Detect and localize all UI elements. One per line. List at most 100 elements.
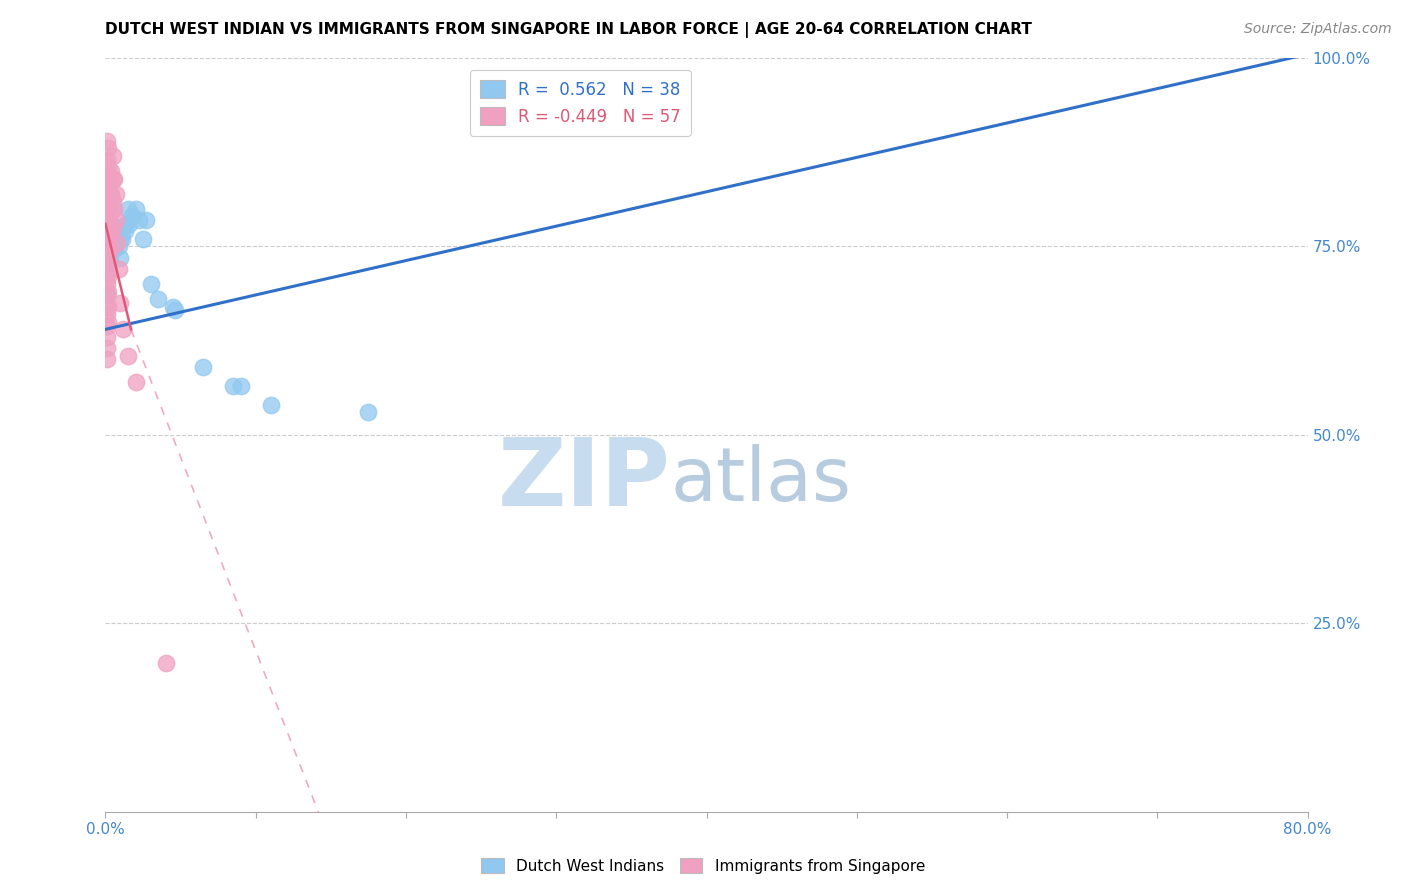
Point [107,235,129,250]
Point [100,228,122,243]
Point [110,232,132,246]
Point [96,232,118,246]
Point [97,262,120,277]
Point [222,379,245,393]
Point [96,277,118,292]
Point [96,296,118,310]
Point [97,239,120,253]
Point [117,202,139,216]
Point [96,134,118,148]
Point [97,254,120,268]
Point [96,194,118,209]
Point [96,330,118,344]
Point [163,303,186,318]
Point [98,171,121,186]
Point [128,213,150,227]
Point [97,300,120,314]
Point [98,243,121,257]
Point [108,239,131,253]
Point [98,224,121,238]
Point [96,249,118,263]
Point [96,258,118,272]
Point [101,194,124,209]
Point [107,228,129,243]
Point [114,224,136,238]
Point [108,262,131,277]
Point [97,269,120,284]
Point [121,209,143,223]
Point [132,232,155,246]
Point [97,179,120,194]
Point [162,300,184,314]
Point [117,349,139,363]
Text: DUTCH WEST INDIAN VS IMMIGRANTS FROM SINGAPORE IN LABOR FORCE | AGE 20-64 CORREL: DUTCH WEST INDIAN VS IMMIGRANTS FROM SIN… [105,22,1032,38]
Point [103,224,125,238]
Point [104,232,127,246]
Point [229,379,252,393]
Text: Source: ZipAtlas.com: Source: ZipAtlas.com [1244,22,1392,37]
Point [96,286,118,301]
Point [101,232,124,246]
Point [96,241,118,255]
Point [98,235,121,250]
Point [104,220,127,235]
Point [135,213,157,227]
Point [100,217,122,231]
Point [112,220,135,235]
Point [101,243,124,257]
Point [96,288,118,302]
Point [98,205,121,219]
Text: ZIP: ZIP [498,434,671,526]
Point [103,202,125,216]
Point [96,268,118,282]
Point [96,318,118,333]
Point [97,224,120,238]
Point [100,205,122,219]
Point [110,296,132,310]
Point [96,352,118,367]
Point [101,220,124,235]
Point [139,277,162,292]
Point [100,186,122,201]
Point [96,307,118,321]
Point [96,153,118,167]
Point [96,341,118,355]
Point [357,405,380,419]
Point [98,186,121,201]
Point [104,213,127,227]
Point [100,232,122,246]
Legend: Dutch West Indians, Immigrants from Singapore: Dutch West Indians, Immigrants from Sing… [475,852,931,880]
Legend: R =  0.562   N = 38, R = -0.449   N = 57: R = 0.562 N = 38, R = -0.449 N = 57 [470,70,690,136]
Point [103,235,125,250]
Point [115,217,138,231]
Text: atlas: atlas [671,443,852,516]
Point [96,168,118,182]
Point [100,164,122,178]
Point [97,209,120,223]
Point [97,194,120,209]
Point [104,186,127,201]
Point [98,254,121,268]
Point [97,161,120,175]
Point [112,322,135,336]
Point [111,232,134,246]
Point [97,141,120,155]
Point [118,217,141,231]
Point [124,375,146,389]
Point [97,285,120,299]
Point [96,217,118,231]
Point [101,171,124,186]
Point [101,149,124,163]
Point [260,398,283,412]
Point [191,359,214,374]
Point [103,171,125,186]
Point [97,315,120,329]
Point [96,224,118,238]
Point [124,202,146,216]
Point [96,183,118,197]
Point [110,251,132,265]
Point [155,657,177,671]
Point [515,81,537,95]
Point [146,292,169,306]
Point [101,220,124,235]
